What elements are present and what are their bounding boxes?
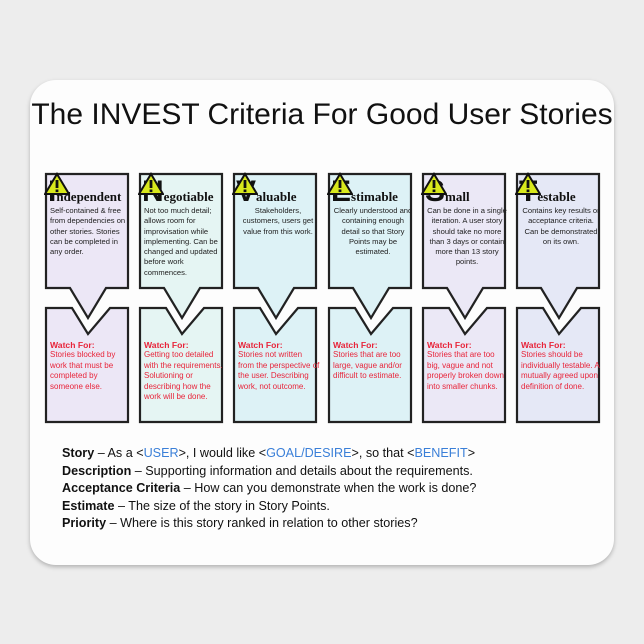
criterion-description: Stakeholders, customers, users get value… — [242, 206, 314, 236]
bottom-box — [138, 306, 224, 424]
story-line: Story – As a <USER>, I would like <GOAL/… — [62, 446, 476, 460]
page-title: The INVEST Criteria For Good User Storie… — [31, 98, 613, 131]
bottom-box — [232, 306, 318, 424]
criterion-v: Valuable Stakeholders, customers, users … — [232, 172, 324, 427]
warning-icon — [138, 172, 164, 195]
top-callout — [421, 172, 507, 321]
warning-icon — [327, 172, 353, 195]
criterion-description: Self-contained & free from dependencies … — [50, 206, 126, 257]
priority-line: Priority – Where is this story ranked in… — [62, 516, 418, 531]
criterion-description: Clearly understood and containing enough… — [333, 206, 413, 257]
callout-shapes — [44, 172, 130, 424]
criterion-i: Independent Self-contained & free from d… — [44, 172, 136, 427]
bottom-box — [44, 306, 130, 424]
bottom-box — [327, 306, 413, 424]
callout-shapes — [515, 172, 601, 424]
estimate-line: Estimate – The size of the story in Stor… — [62, 498, 330, 513]
callout-shapes — [138, 172, 224, 424]
warning-icon — [232, 172, 258, 195]
watch-for: Watch For: Stories that are too big, vagu… — [427, 340, 504, 391]
criterion-s: Small Can be done in a single iteration.… — [421, 172, 513, 427]
bottom-box — [421, 306, 507, 424]
bottom-box — [515, 306, 601, 424]
watch-for: Watch For: Stories that are too large, va… — [333, 340, 402, 381]
watch-for: Watch For: Stories not written from the p… — [238, 340, 320, 391]
criterion-e: Estimable Clearly understood and contain… — [327, 172, 419, 427]
criterion-description: Contains key results or acceptance crite… — [522, 206, 600, 246]
warning-icon — [421, 172, 447, 195]
criterion-description: Not too much detail; allows room for imp… — [144, 206, 218, 277]
callout-shapes — [421, 172, 507, 424]
callout-shapes — [232, 172, 318, 424]
acceptance-line: Acceptance Criteria – How can you demons… — [62, 481, 477, 496]
top-callout — [44, 172, 130, 321]
criterion-n: Negotiable Not too much detail; allows r… — [138, 172, 230, 427]
definitions: Story – As a <USER>, I would like <GOAL/… — [62, 445, 476, 533]
callout-shapes — [327, 172, 413, 424]
top-callout — [327, 172, 413, 321]
criterion-t: Testable Contains key results or accepta… — [515, 172, 607, 427]
top-callout — [232, 172, 318, 321]
watch-for: Watch For: Getting too detailed with the … — [144, 340, 223, 402]
warning-icon — [515, 172, 541, 195]
warning-icon — [44, 172, 70, 195]
criterion-description: Can be done in a single iteration. A use… — [427, 206, 507, 267]
description-line: Description – Supporting information and… — [62, 463, 473, 478]
watch-for: Watch For: Stories blocked by work that m… — [50, 340, 116, 391]
top-callout — [515, 172, 601, 321]
watch-for: Watch For: Stories should be individually… — [521, 340, 600, 391]
top-callout — [138, 172, 224, 321]
